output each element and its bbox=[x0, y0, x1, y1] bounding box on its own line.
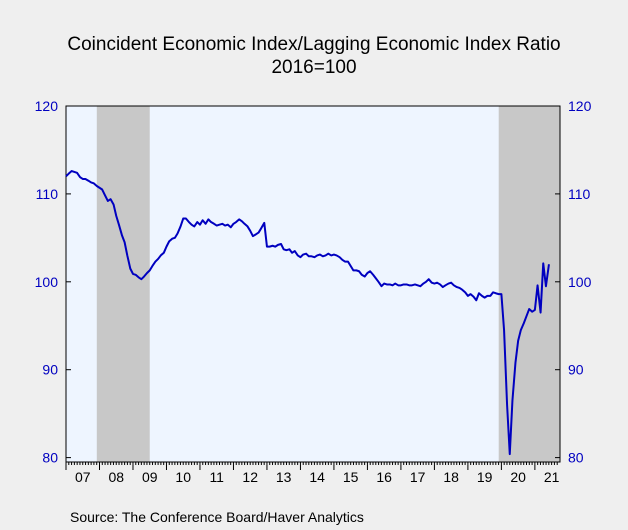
x-tick-label: 09 bbox=[142, 469, 158, 485]
plot-border bbox=[65, 105, 561, 463]
x-tick-label: 15 bbox=[343, 469, 359, 485]
y-tick-label-left: 90 bbox=[42, 362, 58, 378]
x-tick-label: 21 bbox=[544, 469, 560, 485]
tick-labels: 80 80 90 90 100 100 110 110 120 120 07 08 09 10 11 12 13… bbox=[35, 98, 592, 485]
y-tick-label-right: 80 bbox=[568, 450, 584, 466]
axis-ticks bbox=[65, 105, 561, 470]
y-tick-label-left: 80 bbox=[42, 450, 58, 466]
y-tick-label-right: 110 bbox=[568, 186, 591, 202]
y-tick-label-right: 90 bbox=[568, 362, 584, 378]
x-tick-label: 13 bbox=[276, 469, 292, 485]
x-tick-label: 16 bbox=[376, 469, 392, 485]
x-tick-label: 12 bbox=[242, 469, 258, 485]
x-tick-label: 14 bbox=[309, 469, 325, 485]
recession-bands bbox=[66, 106, 560, 462]
x-tick-label: 11 bbox=[209, 469, 224, 485]
chart-title: Coincident Economic Index/Lagging Econom… bbox=[67, 34, 561, 55]
source-note: Source: The Conference Board/Haver Analy… bbox=[70, 509, 364, 525]
y-tick-label-right: 100 bbox=[568, 274, 592, 290]
x-tick-label: 08 bbox=[108, 469, 124, 485]
chart-subtitle: 2016=100 bbox=[271, 57, 357, 78]
x-tick-label: 20 bbox=[510, 469, 526, 485]
x-tick-label: 10 bbox=[175, 469, 191, 485]
recession-band bbox=[96, 106, 150, 462]
series-line bbox=[65, 170, 550, 456]
y-tick-label-right: 120 bbox=[568, 98, 592, 114]
x-tick-label: 19 bbox=[477, 469, 493, 485]
x-tick-label: 07 bbox=[75, 469, 91, 485]
x-tick-label: 17 bbox=[410, 469, 426, 485]
series-layer bbox=[65, 170, 550, 456]
x-tick-label: 18 bbox=[443, 469, 459, 485]
y-tick-label-left: 110 bbox=[36, 186, 59, 202]
recession-band bbox=[498, 106, 560, 462]
y-tick-label-left: 120 bbox=[35, 98, 59, 114]
y-tick-label-left: 100 bbox=[35, 274, 59, 290]
